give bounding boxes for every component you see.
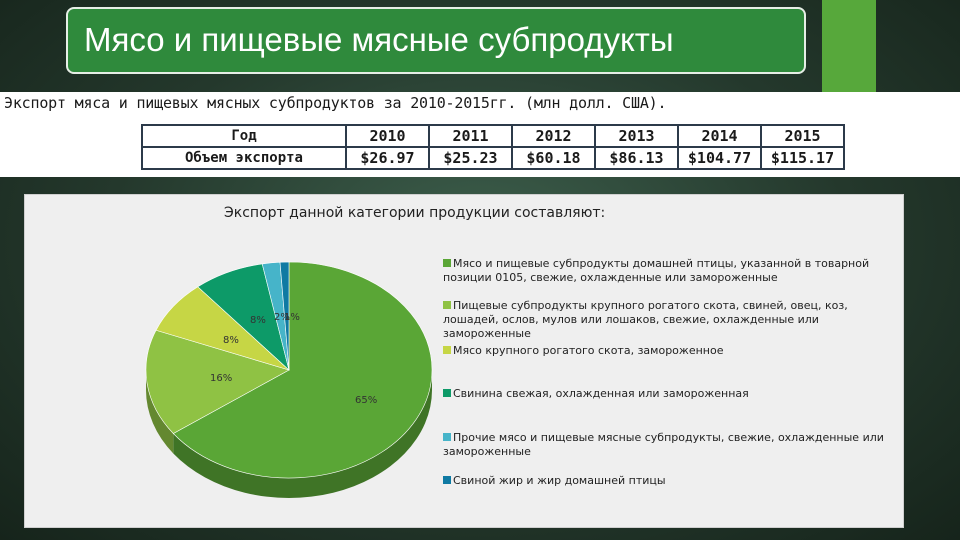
legend-swatch xyxy=(443,389,451,397)
legend-item: Свинина свежая, охлажденная или замороже… xyxy=(443,387,893,401)
pie-slice-label: 8% xyxy=(223,335,239,346)
table-row: Год 2010 2011 2012 2013 2014 2015 xyxy=(141,124,845,148)
export-table: Год 2010 2011 2012 2013 2014 2015 Объем … xyxy=(141,124,845,170)
year-cell: 2013 xyxy=(594,124,679,148)
slide-title: Мясо и пищевые мясные субпродукты xyxy=(84,21,674,58)
pie-slice-label: 1% xyxy=(284,312,300,323)
legend-item: Мясо крупного рогатого скота, замороженн… xyxy=(443,344,893,358)
legend-item: Свиной жир и жир домашней птицы xyxy=(443,474,893,488)
legend-item: Пищевые субпродукты крупного рогатого ск… xyxy=(443,299,893,341)
value-cell: $60.18 xyxy=(511,146,596,170)
accent-bar xyxy=(822,0,876,92)
pie-slice xyxy=(172,261,433,479)
year-cell: 2011 xyxy=(428,124,513,148)
legend-swatch xyxy=(443,301,451,309)
pie-slice-label: 2% xyxy=(274,312,290,323)
legend-label: Свинина свежая, охлажденная или замороже… xyxy=(453,387,749,400)
chart-panel: 65% 16% 8% 8% 2% 1% Экспорт данной категории … xyxy=(24,194,904,528)
table-caption: Экспорт мяса и пищевых мясных субпродукт… xyxy=(4,94,667,112)
legend-swatch xyxy=(443,476,451,484)
legend-label: Пищевые субпродукты крупного рогатого ск… xyxy=(443,299,848,340)
value-cell: $115.17 xyxy=(760,146,845,170)
row-label-volume: Объем экспорта xyxy=(141,146,347,170)
year-cell: 2015 xyxy=(760,124,845,148)
pie-slice-side xyxy=(173,370,432,498)
year-cell: 2010 xyxy=(345,124,430,148)
legend-label: Мясо и пищевые субпродукты домашней птиц… xyxy=(443,257,870,284)
legend-swatch xyxy=(443,259,451,267)
pie-slice-side xyxy=(146,370,174,454)
pie-chart: 65% 16% 8% 8% 2%1% xyxy=(145,261,433,498)
chart-title: Экспорт данной категории продукции соста… xyxy=(224,205,606,221)
year-cell: 2012 xyxy=(511,124,596,148)
pie-slice-label: 8% xyxy=(250,315,266,326)
legend-label: Мясо крупного рогатого скота, замороженн… xyxy=(453,344,724,357)
legend-item: Мясо и пищевые субпродукты домашней птиц… xyxy=(443,257,893,285)
legend-label: Прочие мясо и пищевые мясные субпродукты… xyxy=(443,431,884,458)
value-cell: $25.23 xyxy=(428,146,513,170)
legend-item: Прочие мясо и пищевые мясные субпродукты… xyxy=(443,431,893,459)
legend-label: Свиной жир и жир домашней птицы xyxy=(453,474,666,487)
pie-slice-label: 65% xyxy=(355,395,377,406)
value-cell: $104.77 xyxy=(677,146,762,170)
pie-slice xyxy=(279,261,290,371)
legend-swatch xyxy=(443,346,451,354)
value-cell: $26.97 xyxy=(345,146,430,170)
row-label-year: Год xyxy=(141,124,347,148)
year-cell: 2014 xyxy=(677,124,762,148)
pie-slice xyxy=(145,329,290,434)
legend-swatch xyxy=(443,433,451,441)
pie-slice-label: 16% xyxy=(210,373,232,384)
value-cell: $86.13 xyxy=(594,146,679,170)
table-row: Объем экспорта $26.97 $25.23 $60.18 $86.… xyxy=(141,146,845,170)
slide-title-box: Мясо и пищевые мясные субпродукты xyxy=(66,7,806,74)
